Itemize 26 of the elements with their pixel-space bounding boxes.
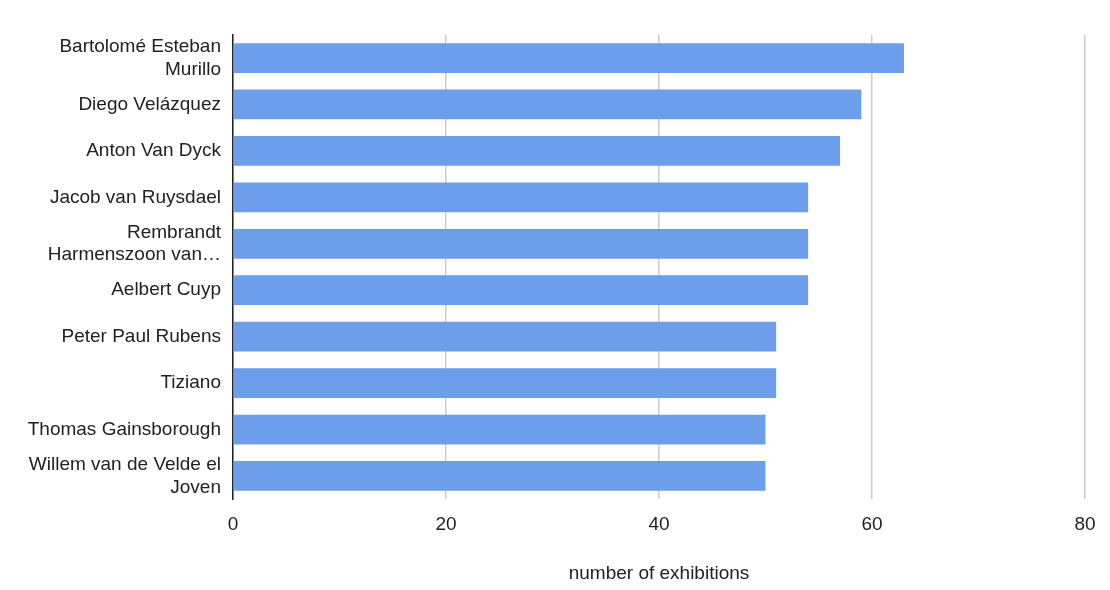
bar	[233, 136, 841, 166]
bar	[233, 182, 809, 213]
x-tick-label: 40	[648, 512, 670, 534]
y-tick-label: Thomas Gainsborough	[27, 417, 221, 439]
bar	[233, 368, 777, 398]
x-axis-title: number of exhibitions	[567, 562, 751, 584]
bar	[233, 275, 809, 306]
x-tick-label: 20	[435, 512, 457, 534]
y-tick-label: Tiziano	[160, 371, 221, 393]
y-tick-label: Rembrandt Harmenszoon van…	[47, 220, 222, 265]
y-tick-label: Bartolomé Esteban Murillo	[59, 34, 221, 79]
bar	[233, 321, 777, 352]
y-tick-label: Diego Velázquez	[78, 92, 221, 114]
bar	[233, 43, 904, 73]
y-tick-label: Aelbert Cuyp	[111, 278, 221, 300]
bar	[233, 89, 862, 120]
x-tick-label: 60	[861, 512, 883, 534]
bar	[233, 461, 766, 491]
y-tick-label: Jacob van Ruysdael	[49, 185, 221, 207]
bar	[233, 414, 766, 445]
x-tick-label: 80	[1074, 512, 1096, 534]
y-tick-label: Peter Paul Rubens	[61, 324, 221, 346]
x-tick-label: 0	[227, 512, 239, 534]
y-tick-label: Anton Van Dyck	[86, 139, 222, 161]
y-tick-label: Willem van de Velde el Joven	[28, 452, 221, 497]
bar	[233, 228, 809, 259]
